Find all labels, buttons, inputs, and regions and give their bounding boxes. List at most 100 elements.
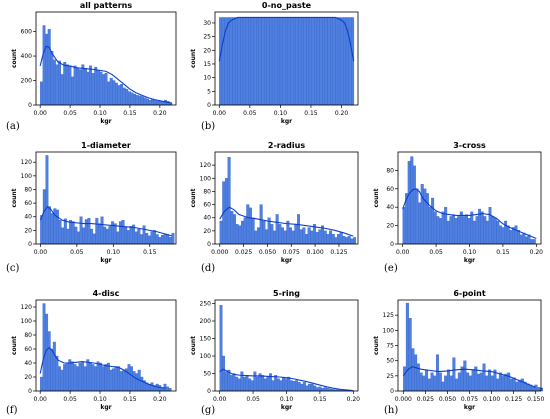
histogram-bar — [251, 217, 255, 245]
histogram-bar — [509, 230, 513, 245]
x-tick-label: 0.15 — [123, 110, 137, 117]
x-tick-label: 0.15 — [304, 110, 318, 117]
x-tick-label: 0.00 — [213, 396, 227, 403]
x-tick-label: 0.05 — [243, 110, 257, 117]
histogram-bar — [305, 233, 309, 245]
y-tick-label: 100 — [383, 327, 395, 334]
histogram-bar — [118, 221, 122, 245]
histogram-bar — [227, 157, 231, 245]
histogram-bar — [340, 17, 344, 106]
histogram-bar — [470, 211, 474, 245]
histogram-bar — [242, 376, 246, 392]
histogram-bar — [229, 17, 233, 106]
histogram-bar — [287, 376, 291, 392]
histogram-bar — [108, 226, 112, 245]
histogram-bar — [293, 17, 296, 106]
histogram-bar — [446, 220, 450, 245]
histogram-bar — [243, 217, 247, 245]
histogram-bar — [153, 99, 157, 106]
histogram-bar — [446, 369, 450, 392]
histogram-bar — [81, 361, 85, 392]
histogram-bar — [71, 221, 75, 245]
histogram-bar — [69, 219, 73, 245]
x-axis-label: kgr — [281, 118, 292, 125]
chart-title: 6-point — [453, 289, 486, 298]
x-tick-label: 0.100 — [483, 396, 500, 403]
histogram-bar — [491, 216, 495, 245]
histogram-bar — [133, 93, 136, 106]
y-tick-label: 40 — [386, 204, 394, 211]
histogram-bar — [42, 189, 46, 245]
chart-panel-8: 0.000 0.025 0.050 0.075 0.100 0.125 0.150 0 25 50… — [373, 289, 544, 416]
histogram-bar — [52, 59, 56, 106]
histogram-bar — [42, 303, 46, 392]
y-axis-label: count — [190, 336, 197, 355]
histogram-bar — [109, 77, 113, 106]
histogram-bar — [479, 372, 483, 392]
x-tick-label: 0.075 — [283, 249, 300, 256]
histogram-bar — [50, 348, 54, 392]
y-tick-label: 0 — [207, 241, 211, 248]
y-tick-label: 80 — [203, 188, 211, 195]
histogram-bar — [73, 364, 77, 392]
histogram-bar — [232, 17, 236, 106]
histogram-bar — [83, 68, 87, 106]
histogram-bar — [305, 385, 309, 392]
x-tick-label: 0.10 — [463, 249, 477, 256]
histogram-bar — [315, 232, 319, 245]
y-tick-label: 40 — [24, 214, 32, 221]
histogram-bar — [324, 17, 328, 106]
histogram-bar — [326, 233, 330, 245]
histogram-bar — [275, 214, 279, 245]
histogram-bar — [460, 366, 464, 392]
histogram-bar — [342, 235, 346, 245]
histogram-bar — [283, 230, 287, 245]
histogram-bar — [111, 221, 115, 245]
y-tick-label: 20 — [203, 228, 211, 235]
y-tick-label: 100 — [21, 318, 33, 325]
histogram-bar — [307, 227, 311, 245]
y-tick-label: 60 — [24, 346, 32, 353]
histogram-bar — [246, 204, 250, 245]
x-axis-label: kgr — [464, 404, 475, 411]
histogram-bar — [298, 17, 302, 106]
histogram-bar — [97, 223, 101, 245]
y-tick-label: 20 — [24, 227, 32, 234]
chart-panel-1: 0.00 0.05 0.10 0.15 0.20 0 200 400 600 all patter… — [6, 1, 177, 132]
panel-label: (a) — [6, 121, 20, 132]
histogram-bar — [433, 375, 437, 392]
histogram-bar — [65, 362, 69, 392]
y-tick-label: 0 — [207, 102, 211, 109]
y-axis-label: count — [11, 188, 18, 207]
plot-frame — [35, 299, 177, 392]
histogram-bar — [501, 227, 505, 245]
histogram-bar — [90, 228, 94, 245]
histogram-bar — [425, 369, 429, 392]
histogram-bar — [482, 363, 486, 392]
x-axis-label: kgr — [281, 404, 292, 411]
histogram-bars — [219, 17, 355, 106]
histogram-bar — [331, 233, 335, 245]
kde-curve — [402, 188, 537, 239]
histogram-bar — [83, 366, 87, 392]
histogram-bar — [168, 388, 172, 392]
x-tick-label: 0.20 — [153, 110, 167, 117]
histogram-bar — [148, 99, 152, 106]
histogram-bar — [468, 375, 472, 392]
histogram-bar — [60, 74, 64, 106]
histogram-bar — [279, 17, 283, 106]
histogram-bar — [135, 95, 139, 106]
x-tick-label: 0.00 — [34, 249, 48, 256]
histogram-bar — [81, 64, 85, 106]
y-tick-label: 80 — [386, 167, 394, 174]
histogram-bar — [274, 17, 278, 106]
histogram-bar — [68, 65, 72, 106]
histogram-bar — [337, 233, 341, 245]
y-tick-label: 120 — [21, 159, 33, 166]
histogram-bar — [439, 218, 442, 245]
histogram-bar — [261, 375, 265, 392]
histogram-bar — [114, 366, 118, 392]
histogram-bar — [40, 81, 43, 106]
histogram-bar — [99, 71, 103, 106]
kde-curve — [402, 366, 536, 388]
